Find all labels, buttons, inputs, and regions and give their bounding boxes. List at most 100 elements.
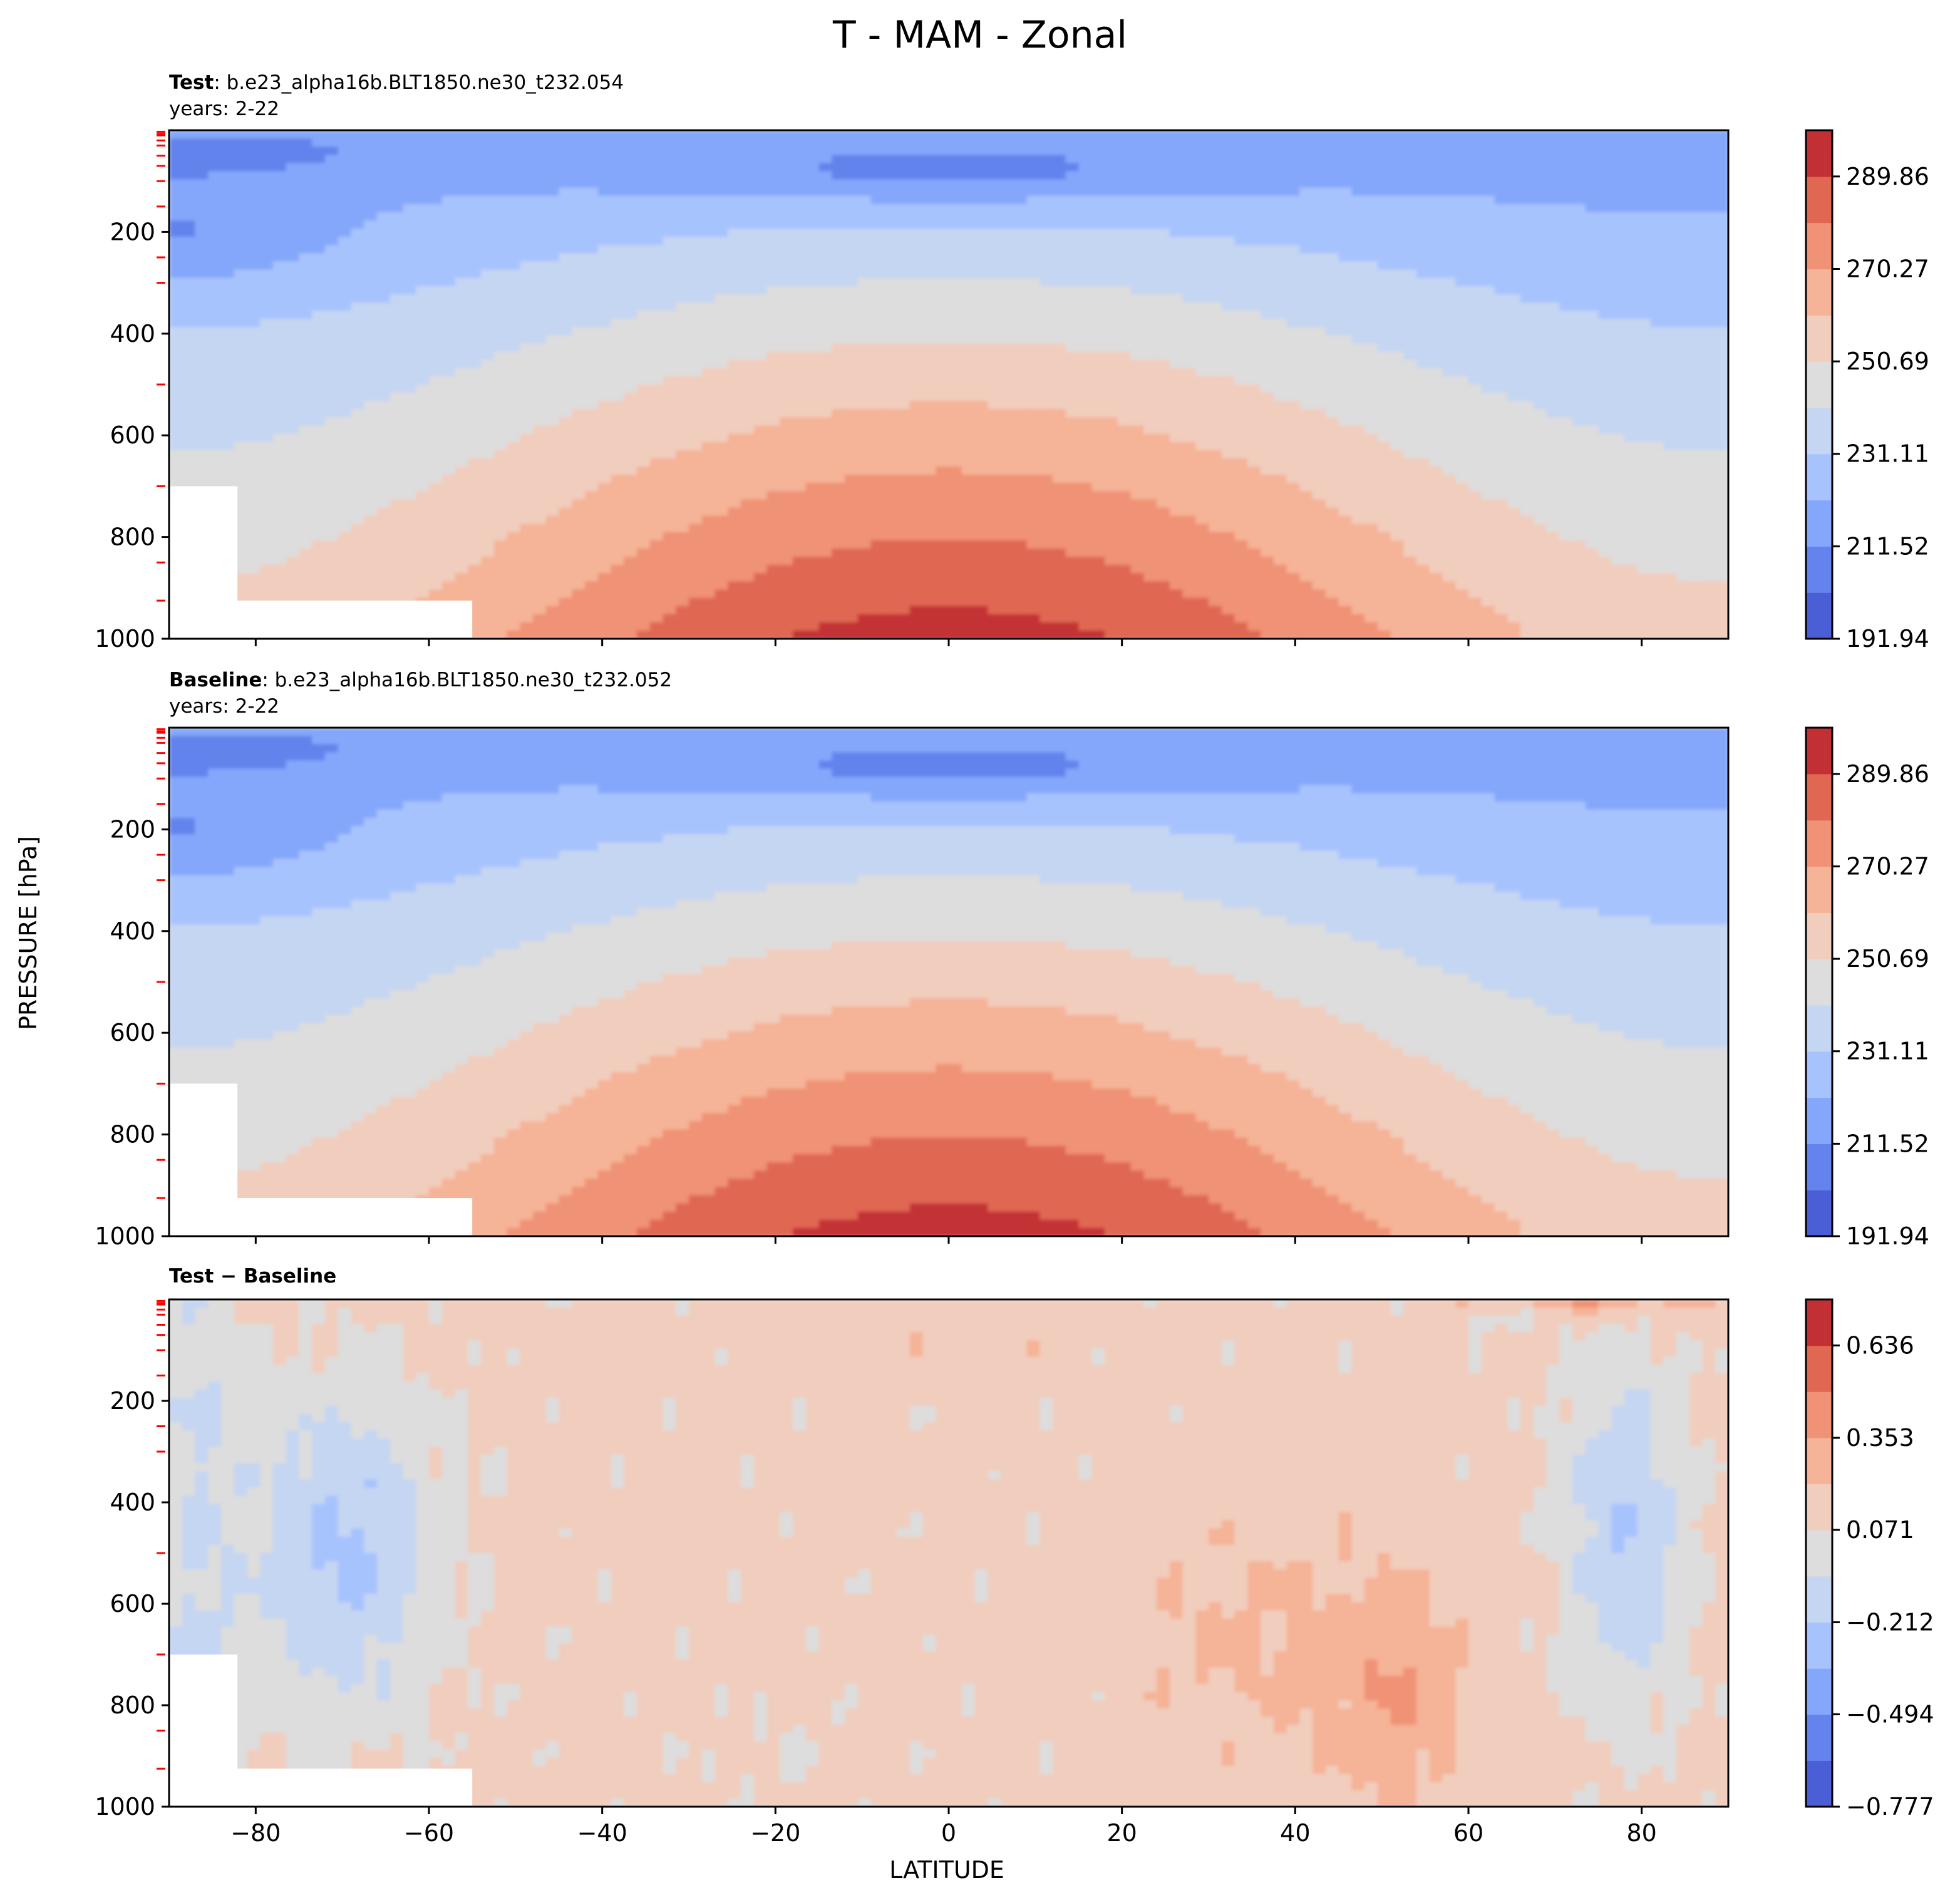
contour-cell [1650,171,1664,180]
contour-cell [701,147,716,156]
contour-cell [273,409,287,418]
contour-cell [637,130,651,140]
contour-cell [1559,376,1574,385]
contour-cell [1143,343,1158,353]
contour-cell [611,393,625,402]
contour-cell [1182,359,1197,369]
contour-cell [1273,433,1287,443]
contour-cell [1195,277,1210,287]
contour-cell [805,401,820,410]
contour-cell [559,359,573,369]
contour-cell [728,376,742,385]
contour-cell [1065,212,1080,222]
contour-cell [455,376,469,385]
contour-cell [169,155,183,164]
contour-cell [974,179,989,188]
contour-cell [1403,433,1418,443]
contour-cell [1286,401,1301,410]
contour-cell [649,179,664,188]
contour-cell [1169,351,1184,361]
contour-cell [780,237,794,246]
contour-cell [961,311,976,320]
contour-cell [637,261,651,271]
contour-cell [1702,425,1716,435]
contour-cell [481,327,495,336]
contour-cell [1143,393,1158,402]
contour-cell [1338,269,1353,279]
contour-cell [1455,212,1470,222]
contour-cell [221,441,235,451]
contour-cell [1494,220,1509,230]
contour-cell [195,130,209,140]
contour-cell [1157,417,1170,426]
contour-cell [507,294,521,303]
contour-cell [1105,319,1118,328]
contour-cell [1364,425,1378,435]
contour-cell [1026,433,1041,443]
contour-cell [247,286,261,295]
contour-cell [1169,335,1184,344]
contour-cell [1377,401,1391,410]
contour-cell [1065,171,1080,180]
contour-cell [234,286,248,295]
contour-cell [1195,385,1210,394]
contour-cell [208,417,222,426]
contour-cell [597,229,612,238]
contour-cell [1429,195,1443,205]
contour-cell [468,458,482,467]
contour-cell [377,269,391,279]
contour-cell [1182,277,1197,287]
contour-cell [753,327,768,336]
contour-cell [572,245,586,254]
contour-cell [260,195,274,205]
contour-cell [1169,261,1184,271]
contour-cell [1338,261,1353,271]
contour-cell [1429,171,1443,180]
contour-cell [845,417,859,426]
contour-cell [1053,277,1066,287]
contour-cell [845,335,859,344]
contour-cell [1715,130,1728,140]
contour-cell [597,302,612,312]
contour-cell [805,302,820,312]
contour-cell [1715,220,1728,230]
contour-cell [273,401,287,410]
contour-cell [974,467,989,476]
contour-cell [1195,237,1210,246]
contour-cell [741,229,755,238]
contour-cell [520,401,534,410]
contour-cell [1286,261,1301,271]
contour-cell [325,409,339,418]
contour-cell [312,351,326,361]
contour-cell [1702,147,1716,156]
contour-cell [637,433,651,443]
contour-cell [1585,327,1599,336]
contour-cell [507,138,521,148]
contour-cell [753,237,768,246]
contour-cell [922,327,937,336]
contour-cell [1507,229,1522,238]
contour-cell [832,253,846,262]
contour-cell [1364,302,1378,312]
contour-cell [832,450,846,459]
contour-cell [1507,147,1522,156]
contour-cell [299,409,313,418]
contour-cell [221,343,235,353]
contour-cell [1234,187,1249,197]
contour-cell [520,212,534,222]
contour-cell [922,286,937,295]
contour-cell [351,311,365,320]
contour-cell [676,433,690,443]
contour-cell [1390,179,1405,188]
contour-cell [520,343,534,353]
contour-cell [1234,130,1249,140]
contour-cell [753,433,768,443]
contour-cell [351,393,365,402]
contour-cell [793,467,807,476]
contour-cell [585,425,599,435]
contour-cell [832,195,846,205]
contour-cell [1663,269,1678,279]
contour-cell [909,229,924,238]
contour-cell [1611,425,1626,435]
contour-cell [416,286,430,295]
